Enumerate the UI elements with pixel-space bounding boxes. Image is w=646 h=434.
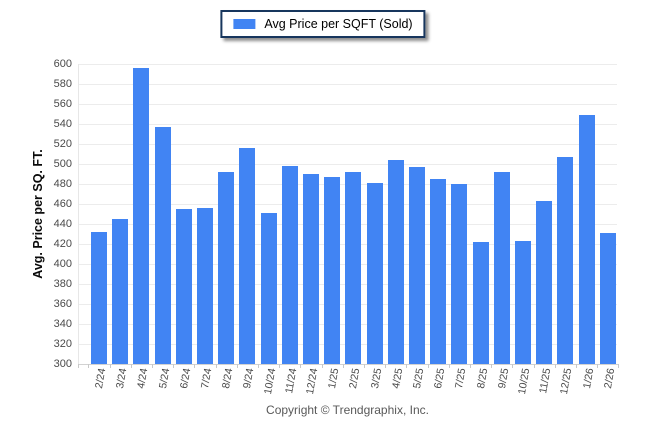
gridline [78,124,617,125]
y-tick-label: 580 [53,78,72,90]
y-tick-label: 300 [53,358,72,370]
chart-bar [281,166,298,364]
y-tick-label: 460 [53,198,72,210]
chart-bar [239,148,256,364]
x-axis-tick [279,364,281,368]
y-tick-label: 520 [53,138,72,150]
y-axis-line [78,64,79,364]
x-axis-tick [300,364,302,368]
chart-bar [366,183,383,364]
chart-bar [472,242,489,364]
chart-bar [515,241,531,364]
gridline [78,144,617,145]
x-axis-tick [194,364,196,368]
gridline [78,84,617,85]
x-axis-tick [385,364,387,368]
chart-legend: Avg Price per SQFT (Sold) [220,10,426,38]
x-axis-tick [88,364,90,368]
gridline [78,164,617,165]
chart-bar [578,115,595,364]
chart-bar [387,160,404,364]
legend-color-swatch-icon [233,19,256,29]
y-tick-label: 320 [53,338,72,350]
x-axis-tick [342,364,344,368]
y-axis-title: Avg. Price per SQ. FT. [31,149,45,279]
chart-bar [218,172,235,364]
x-axis-tick [512,364,514,368]
x-axis-tick [109,364,111,368]
chart-bar [536,201,553,364]
y-tick-label: 420 [53,238,72,250]
copyright-text: Copyright © Trendgraphix, Inc. [266,403,429,417]
x-axis-tick [321,364,323,368]
x-axis-tick [597,364,599,368]
y-tick-label: 500 [53,158,72,170]
x-axis-tick [130,364,132,368]
x-axis-tick [406,364,408,368]
y-tick-label: 540 [53,118,72,130]
y-tick-label: 400 [53,258,72,270]
x-axis-tick [491,364,493,368]
chart-bar [197,208,213,364]
chart-bar [493,172,510,364]
chart-bar [409,167,425,364]
chart-bar [324,177,341,364]
x-axis-tick [152,364,153,368]
x-axis-line [78,364,618,365]
x-axis-tick [364,364,365,368]
x-axis-tick [618,364,620,368]
chart-bar [451,184,468,364]
gridline [78,104,617,105]
x-axis-tick [258,364,259,368]
y-tick-label: 340 [53,318,72,330]
chart-bar [175,209,192,364]
y-tick-label: 360 [53,298,72,310]
y-tick-label: 440 [53,218,72,230]
chart-bar [430,179,447,364]
y-tick-label: 560 [53,98,72,110]
x-axis-tick [554,364,556,368]
x-axis-tick [533,364,535,368]
chart-bar [345,172,362,364]
x-axis-tick [427,364,429,368]
y-tick-label: 380 [53,278,72,290]
chart-bar [154,127,171,364]
x-axis-tick [173,364,175,368]
y-tick-label: 600 [53,58,72,70]
chart-bar [599,233,616,364]
y-tick-label: 480 [53,178,72,190]
x-axis-tick [236,364,238,368]
chart-bar [557,157,574,364]
gridline [78,64,617,65]
x-axis-tick [470,364,471,368]
x-axis-tick [576,364,577,368]
x-axis-tick [215,364,217,368]
chart-bar [303,174,319,364]
chart-bar [133,68,150,364]
legend-series-label: Avg Price per SQFT (Sold) [264,17,413,31]
chart-bar [112,219,129,364]
chart-bar [91,232,107,364]
axis-origin-tick [78,364,79,368]
x-axis-tick [448,364,450,368]
chart-bar [260,213,277,364]
